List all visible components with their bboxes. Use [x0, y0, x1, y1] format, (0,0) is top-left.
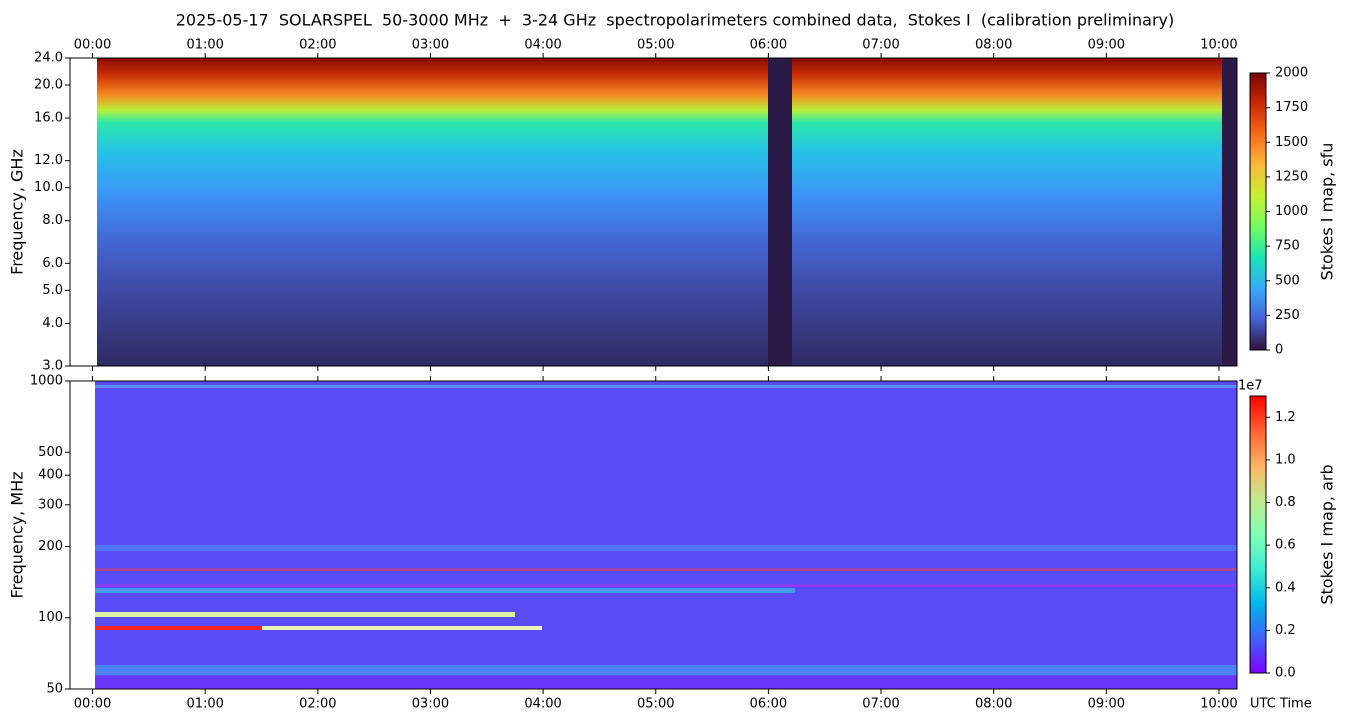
colorbar-offset: 1e7: [1238, 379, 1263, 394]
colorbar-tick-label: 2000: [1275, 66, 1308, 81]
colorbar-tick-label: 1250: [1275, 169, 1308, 184]
y-tick-label: 24.0: [34, 51, 63, 66]
spectrogram-top: [97, 58, 1237, 366]
y-tick-label: 6.0: [42, 256, 63, 271]
colorbar-tick-label: 0.0: [1275, 666, 1296, 681]
colorbar-tick-label: 0: [1275, 343, 1283, 358]
y-tick-label: 12.0: [34, 153, 63, 168]
colorbar-tick-label: 0.6: [1275, 538, 1296, 553]
chart-title: 2025-05-17 SOLARSPEL 50-3000 MHz + 3-24 …: [176, 11, 1175, 30]
x-tick-label: 01:00: [186, 697, 223, 712]
stripe: [262, 626, 542, 630]
x-tick-label: 04:00: [524, 697, 561, 712]
colorbar-label: Stokes I map, sfu: [1318, 143, 1337, 281]
data-gap: [1222, 58, 1237, 366]
y-tick-label: 200: [38, 539, 63, 554]
x-tick-label: 10:00: [1200, 697, 1237, 712]
x-tick-label: 07:00: [862, 697, 899, 712]
x-tick-label: 03:00: [412, 38, 449, 53]
spectrogram-bottom: [95, 381, 1237, 689]
stripe: [95, 612, 515, 617]
y-tick-label: 50: [46, 682, 63, 697]
y-axis-label: Frequency, MHz: [8, 471, 27, 598]
stripe: [95, 568, 1237, 571]
x-axis-label: UTC Time: [1250, 697, 1312, 712]
x-tick-label: 09:00: [1088, 697, 1125, 712]
y-tick-label: 16.0: [34, 111, 63, 126]
x-tick-label: 00:00: [74, 38, 111, 53]
y-tick-label: 400: [38, 468, 63, 483]
stripe: [95, 385, 1237, 388]
x-tick-label: 03:00: [412, 697, 449, 712]
axes-frame: [69, 57, 1238, 367]
y-tick-label: 5.0: [42, 283, 63, 298]
colorbar-tick-label: 1500: [1275, 135, 1308, 150]
y-axis-label: Frequency, GHz: [8, 149, 27, 275]
x-tick-label: 08:00: [975, 38, 1012, 53]
x-tick-label: 05:00: [637, 38, 674, 53]
stripe: [95, 588, 795, 593]
stripe: [95, 665, 1237, 675]
y-tick-label: 500: [38, 445, 63, 460]
colorbar-tick-label: 0.2: [1275, 623, 1296, 638]
axes-frame: [69, 380, 1238, 690]
x-tick-label: 02:00: [299, 38, 336, 53]
x-tick-label: 05:00: [637, 697, 674, 712]
colorbar-tick-label: 1000: [1275, 204, 1308, 219]
colorbar-tick-label: 750: [1275, 239, 1300, 254]
x-tick-label: 00:00: [74, 697, 111, 712]
x-tick-label: 04:00: [524, 38, 561, 53]
stripe: [95, 676, 1237, 689]
x-tick-label: 06:00: [750, 697, 787, 712]
x-tick-label: 01:00: [186, 38, 223, 53]
colorbar: [1249, 72, 1267, 351]
y-tick-label: 10.0: [34, 180, 63, 195]
colorbar-tick-label: 500: [1275, 273, 1300, 288]
heatmap-field: [95, 381, 1237, 689]
x-tick-label: 06:00: [750, 38, 787, 53]
colorbar-label: Stokes I map, arb: [1318, 464, 1337, 604]
colorbar-tick-label: 250: [1275, 308, 1300, 323]
colorbar-tick-label: 0.4: [1275, 580, 1296, 595]
colorbar-tick-label: 1.2: [1275, 410, 1296, 425]
x-tick-label: 08:00: [975, 697, 1012, 712]
y-tick-label: 1000: [30, 374, 63, 389]
x-tick-label: 07:00: [862, 38, 899, 53]
colorbar-tick-label: 1750: [1275, 100, 1308, 115]
y-tick-label: 8.0: [42, 213, 63, 228]
stripe: [95, 545, 1237, 551]
colorbar: [1249, 395, 1267, 674]
stripe: [95, 626, 262, 630]
y-tick-label: 100: [38, 610, 63, 625]
stripe: [95, 584, 1237, 587]
colorbar-tick-label: 0.8: [1275, 495, 1296, 510]
heatmap-field: [97, 58, 1237, 366]
colorbar-tick-label: 1.0: [1275, 452, 1296, 467]
x-tick-label: 02:00: [299, 697, 336, 712]
x-tick-label: 09:00: [1088, 38, 1125, 53]
y-tick-label: 4.0: [42, 316, 63, 331]
y-tick-label: 3.0: [42, 359, 63, 374]
data-gap: [768, 58, 792, 366]
y-tick-label: 300: [38, 497, 63, 512]
x-tick-label: 10:00: [1200, 38, 1237, 53]
y-tick-label: 20.0: [34, 78, 63, 93]
